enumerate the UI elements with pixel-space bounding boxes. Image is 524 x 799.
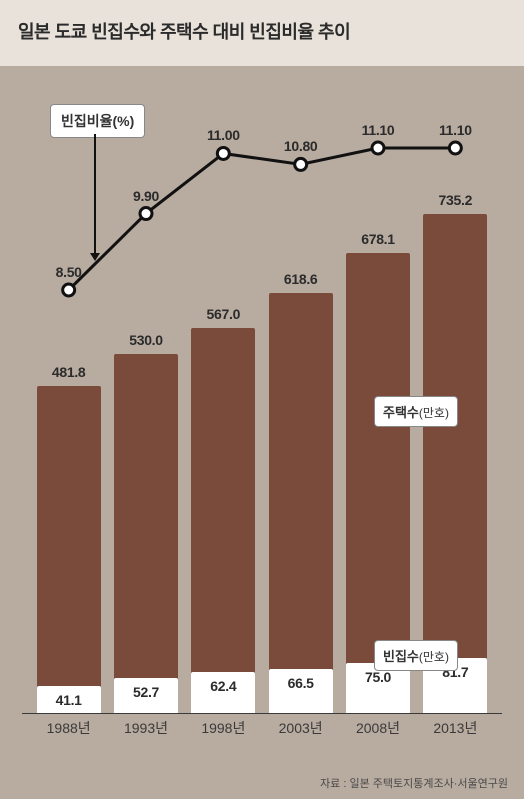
legend-housing-label: 주택수	[383, 405, 419, 420]
x-axis-label: 1993년	[114, 718, 178, 738]
x-axis-label: 1988년	[37, 718, 101, 738]
ratio-value-label: 9.90	[133, 188, 159, 204]
vacant-value-label: 52.7	[114, 684, 178, 700]
chart-title: 일본 도쿄 빈집수와 주택수 대비 빈집비율 추이	[18, 18, 506, 44]
arrow-head-icon	[90, 253, 100, 261]
chart-header: 일본 도쿄 빈집수와 주택수 대비 빈집비율 추이	[0, 0, 524, 66]
ratio-value-label: 8.50	[56, 264, 82, 280]
ratio-value-label: 11.10	[439, 122, 472, 138]
housing-bar	[191, 328, 255, 714]
vacant-value-label: 62.4	[191, 678, 255, 694]
arrow-line	[94, 134, 96, 254]
x-axis-label: 1998년	[191, 718, 255, 738]
vacant-value-label: 75.0	[346, 669, 410, 685]
ratio-point	[63, 284, 75, 296]
housing-value-label: 618.6	[269, 271, 333, 287]
ratio-point	[295, 158, 307, 170]
housing-value-label: 530.0	[114, 332, 178, 348]
x-axis-label: 2003년	[269, 718, 333, 738]
ratio-callout: 빈집비율(%)	[50, 104, 145, 138]
x-axis-label: 2008년	[346, 718, 410, 738]
housing-bar	[423, 214, 487, 714]
housing-value-label: 678.1	[346, 231, 410, 247]
legend-housing-callout: 주택수(만호)	[374, 396, 458, 427]
ratio-value-label: 11.00	[207, 127, 240, 143]
housing-value-label: 735.2	[423, 192, 487, 208]
housing-value-label: 481.8	[37, 364, 101, 380]
ratio-point	[449, 142, 461, 154]
ratio-point	[217, 147, 229, 159]
housing-bar	[269, 293, 333, 714]
x-axis-label: 2013년	[423, 718, 487, 738]
legend-housing-unit: (만호)	[419, 406, 449, 420]
chart-area: 빈집비율(%) 481.8 41.1 1988년 530.0 52.7 1993년 567.…	[0, 60, 524, 769]
vacant-value-label: 41.1	[37, 692, 101, 708]
x-axis-baseline	[22, 713, 502, 714]
housing-bar	[37, 386, 101, 714]
housing-bar	[114, 354, 178, 714]
housing-value-label: 567.0	[191, 306, 255, 322]
ratio-value-label: 11.10	[362, 122, 395, 138]
legend-vacant-unit: (만호)	[419, 650, 449, 664]
legend-vacant-label: 빈집수	[383, 649, 419, 664]
legend-vacant-callout: 빈집수(만호)	[374, 640, 458, 671]
source-label: 자료 : 일본 주택토지통계조사·서울연구원	[320, 775, 508, 791]
ratio-point	[140, 208, 152, 220]
ratio-point	[372, 142, 384, 154]
vacant-value-label: 66.5	[269, 675, 333, 691]
ratio-value-label: 10.80	[284, 138, 318, 154]
